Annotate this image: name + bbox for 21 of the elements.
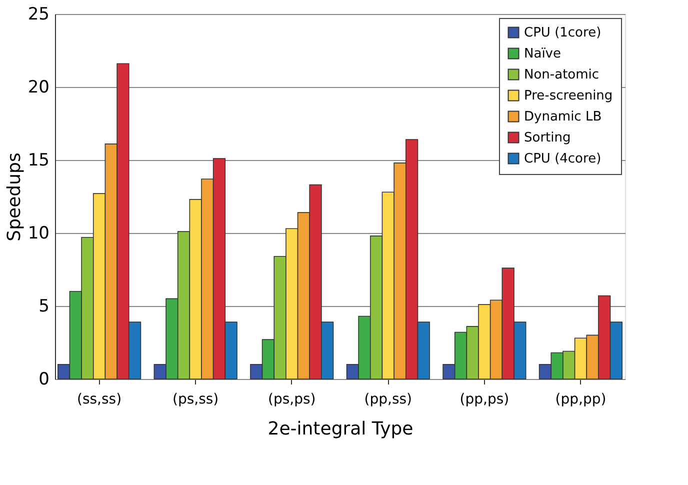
legend-label: CPU (1core) (524, 26, 602, 40)
legend-label: Naïve (524, 46, 561, 62)
y-tick-label: 25 (28, 4, 50, 24)
legend-label: CPU (4core) (524, 152, 602, 166)
y-tick-label: 20 (28, 78, 50, 98)
legend-label: Dynamic LB (524, 110, 602, 124)
x-tick-label: (ps,ps) (268, 392, 316, 408)
x-tick-label: (ps,ss) (172, 392, 219, 408)
x-tick-label: (pp,ss) (364, 392, 412, 408)
y-tick-label: 15 (28, 150, 50, 170)
legend-label: Sorting (524, 130, 571, 146)
y-axis-title: Speedups (4, 152, 25, 242)
y-tick-label: 10 (28, 224, 50, 244)
legend-label: Pre-screening (524, 88, 613, 104)
y-tick-label: 5 (38, 296, 50, 316)
x-tick-label: (ss,ss) (77, 392, 122, 408)
y-tick-label: 0 (38, 370, 50, 390)
legend-label: Non-atomic (524, 68, 600, 82)
x-axis-title: 2e-integral Type (268, 418, 414, 440)
x-tick-label: (pp,ps) (460, 392, 510, 408)
x-tick-label: (pp,pp) (555, 392, 606, 408)
